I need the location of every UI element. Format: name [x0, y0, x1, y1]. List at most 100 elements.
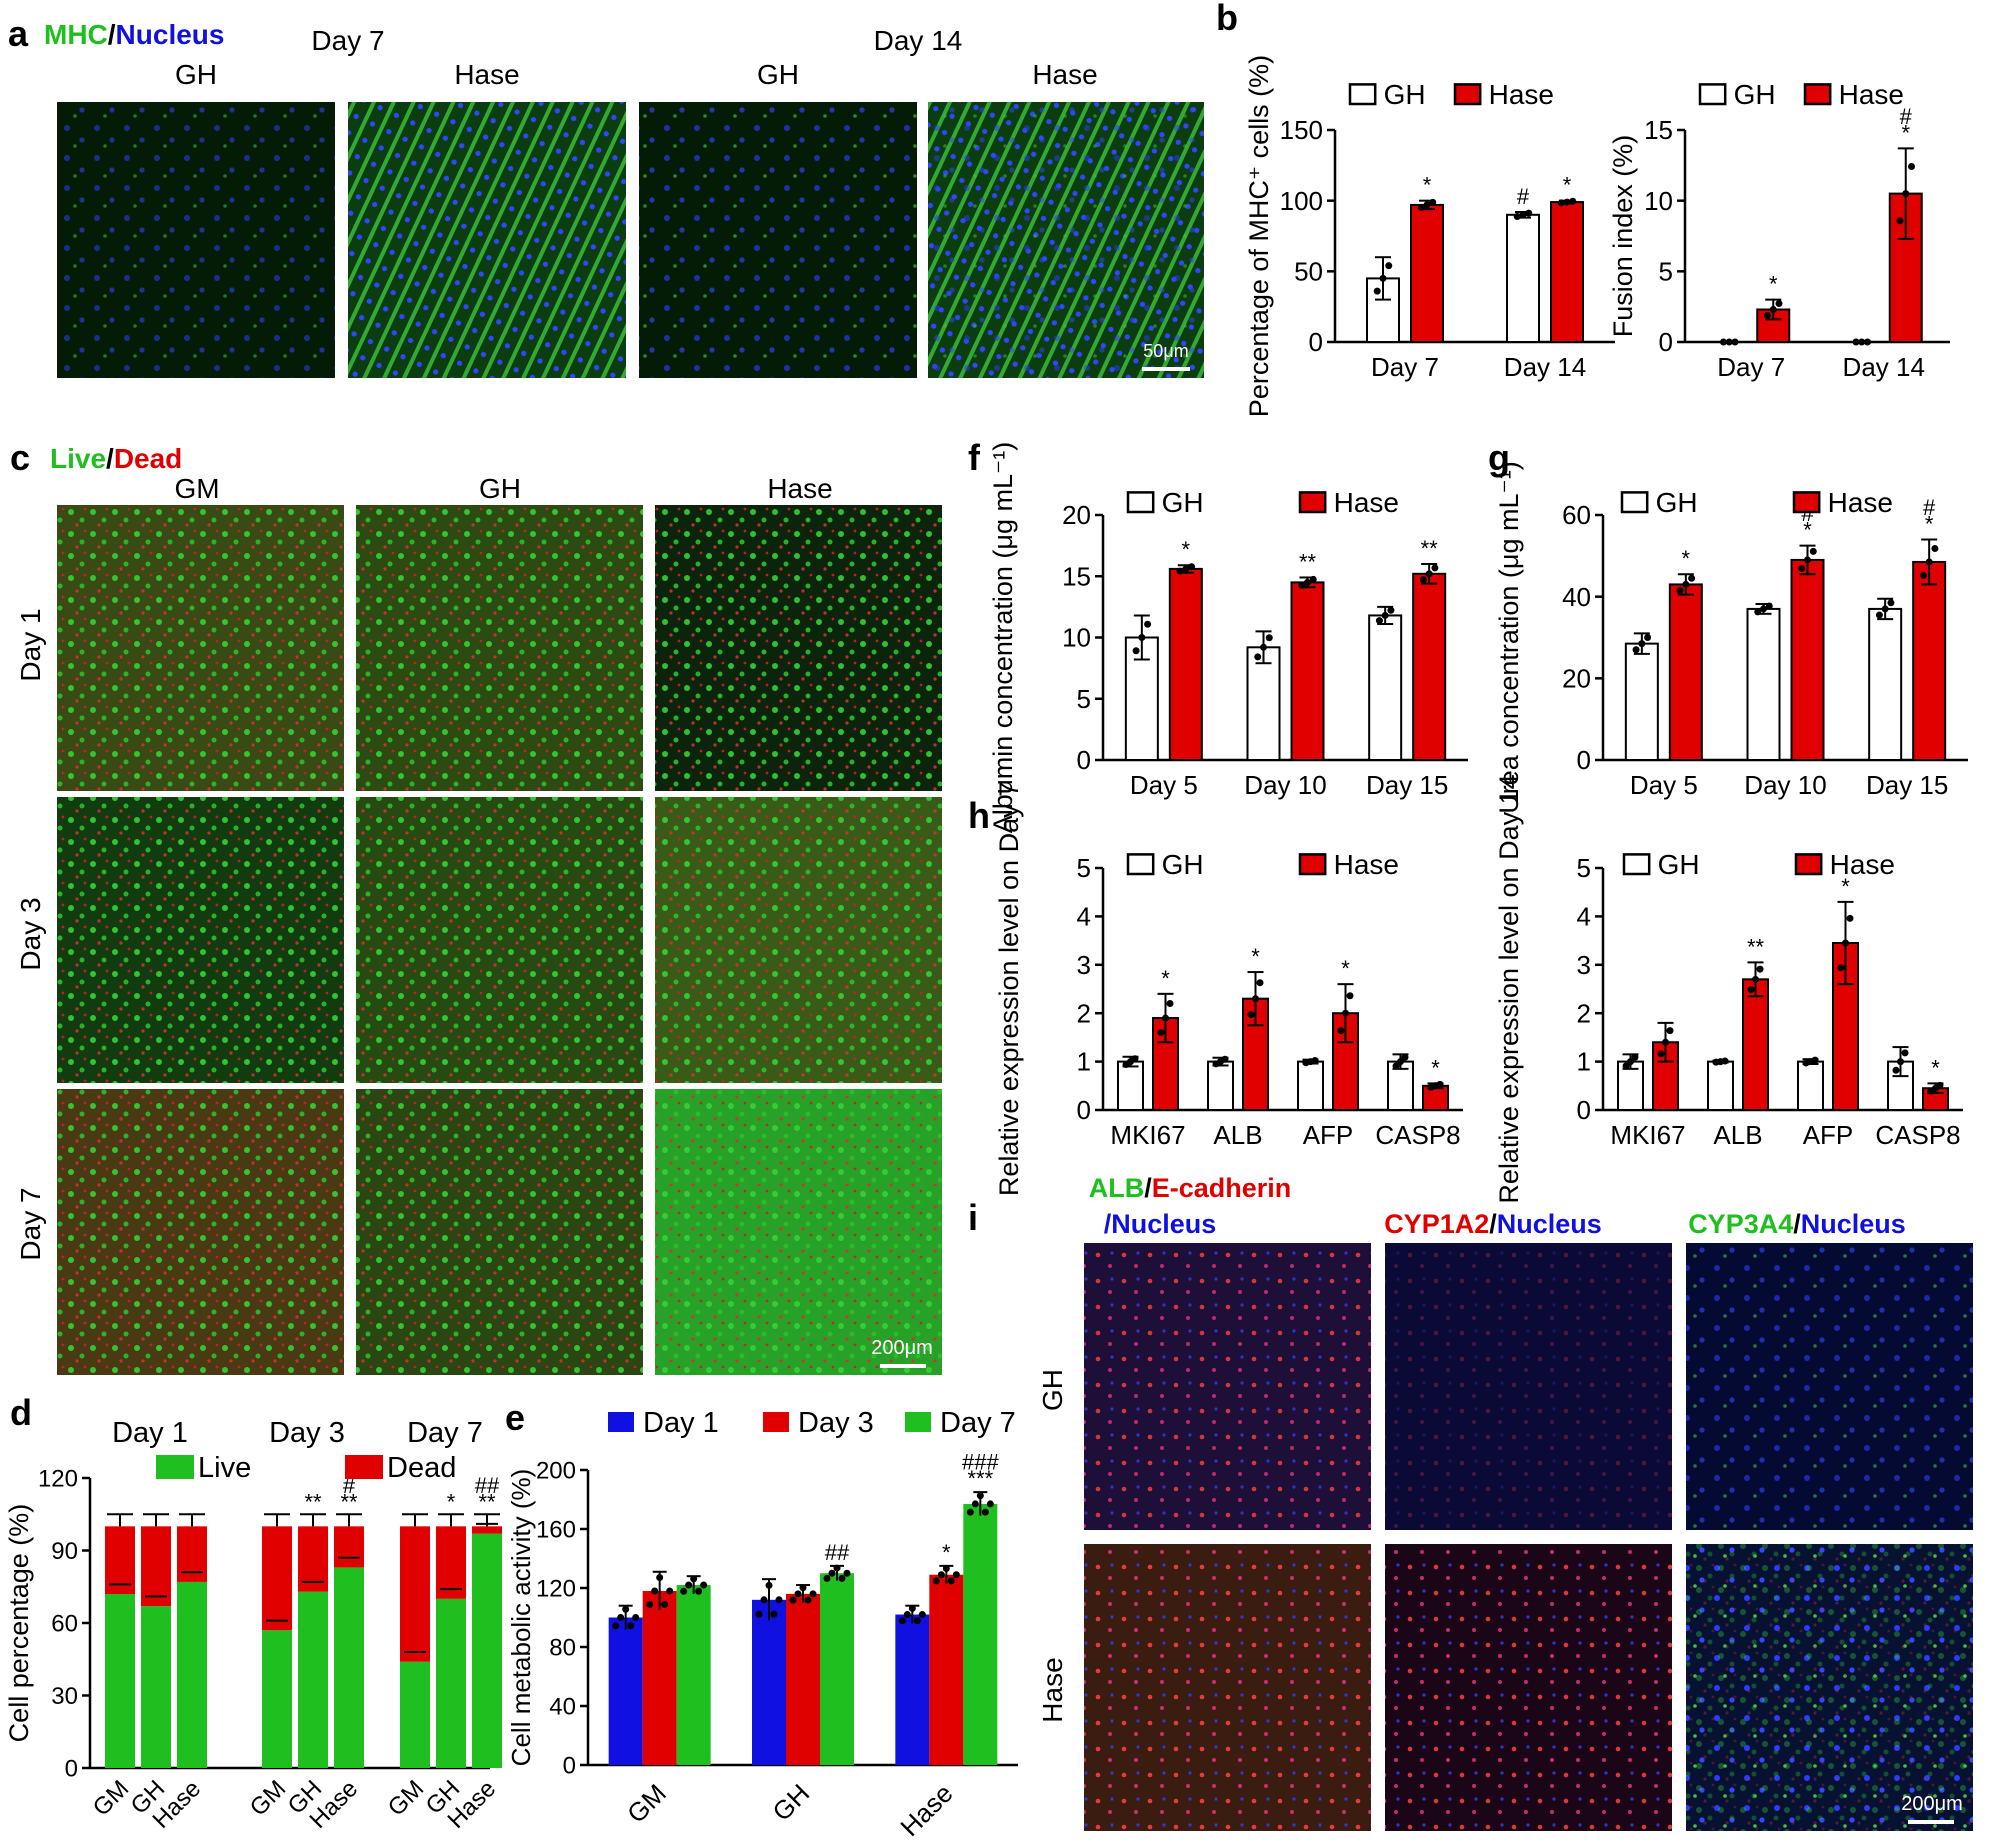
y-tick-label: 2	[1077, 998, 1091, 1028]
legend-swatch	[1126, 853, 1155, 876]
y-tick-label: 0	[1077, 1095, 1091, 1125]
bar-dead	[298, 1526, 328, 1592]
bar	[1297, 1060, 1324, 1111]
data-point	[1632, 646, 1640, 654]
data-point	[1436, 1080, 1444, 1088]
bar	[1550, 201, 1584, 343]
title-dead: Dead	[114, 443, 182, 474]
y-tick-label: 40	[549, 1693, 576, 1720]
bar	[1168, 567, 1203, 762]
data-point	[1760, 605, 1767, 613]
x-tick-label: Day 7	[1371, 352, 1439, 382]
x-tick-label: ALB	[1713, 1120, 1762, 1150]
bar-dead	[105, 1526, 135, 1594]
bar	[1290, 581, 1325, 761]
mhc-image-gh-day7	[57, 102, 335, 378]
data-point	[1811, 1056, 1819, 1064]
y-tick-label: 3	[1077, 950, 1091, 980]
group-label: Day 3	[269, 1417, 345, 1449]
panel-letter: h	[968, 795, 990, 836]
data-point	[1682, 580, 1690, 588]
image-alb-hase	[1084, 1544, 1371, 1831]
bar-live	[262, 1630, 292, 1768]
y-tick-label: 160	[536, 1516, 576, 1543]
data-point	[1875, 611, 1883, 619]
bar	[642, 1590, 677, 1765]
data-point	[1176, 567, 1184, 575]
legend-swatch	[905, 1412, 931, 1432]
y-axis-label: Albumin concentration (μg mL⁻¹)	[988, 442, 1018, 833]
x-tick-label: Day 7	[1717, 352, 1785, 382]
x-tick-label: AFP	[1303, 1120, 1354, 1150]
bar	[1912, 560, 1947, 761]
livedead-image-cells	[57, 505, 344, 791]
data-point	[1304, 578, 1311, 586]
data-point	[1931, 544, 1939, 552]
bar-dead	[141, 1526, 171, 1607]
significance-mark: **	[478, 1489, 496, 1514]
bar-dead	[400, 1526, 430, 1662]
y-tick-label: 0	[65, 1755, 78, 1782]
data-point	[1662, 1038, 1669, 1046]
legend-label: GH	[1656, 487, 1698, 518]
data-point	[833, 1564, 841, 1572]
legend-swatch	[156, 1455, 194, 1479]
data-point	[1864, 338, 1872, 346]
legend-label: GH	[1384, 79, 1426, 110]
y-tick-label: 20	[1562, 663, 1591, 693]
bar-dead	[262, 1526, 292, 1631]
y-tick-label: 0	[1309, 327, 1323, 357]
data-point	[1638, 640, 1646, 648]
y-tick-label: 4	[1577, 902, 1591, 932]
image-cyp1a2-gh	[1385, 1243, 1672, 1530]
scale-bar	[1142, 367, 1190, 371]
data-point	[1721, 1057, 1729, 1065]
title-sep: /	[108, 19, 116, 50]
data-point	[685, 1581, 693, 1589]
bar-live	[141, 1606, 171, 1768]
livedead-image-cells	[356, 1089, 643, 1375]
y-tick-label: 80	[549, 1634, 576, 1661]
data-point	[1221, 1055, 1229, 1063]
data-point	[1385, 262, 1393, 270]
data-point	[656, 1574, 664, 1582]
col-label-hase-2: Hase	[1032, 59, 1097, 90]
data-point	[1342, 1009, 1349, 1017]
data-point	[828, 1569, 836, 1577]
x-tick-label: Day 10	[1744, 770, 1826, 800]
significance-mark: #	[1923, 495, 1936, 520]
y-tick-label: 150	[1280, 115, 1323, 145]
legend-swatch	[608, 1412, 634, 1432]
data-point	[1397, 1058, 1404, 1066]
svg-text:MHC/Nucleus: MHC/Nucleus	[44, 19, 224, 50]
significance-mark: *	[1901, 120, 1910, 145]
bar	[1668, 583, 1703, 762]
data-point	[1756, 965, 1764, 973]
data-point	[952, 1571, 960, 1579]
bar	[1506, 213, 1540, 343]
data-point	[1252, 995, 1259, 1003]
data-point	[1754, 608, 1762, 616]
y-tick-label: 15	[1062, 561, 1091, 591]
svg-text:ALB/E-cadherin: ALB/E-cadherin	[1089, 1173, 1292, 1203]
data-point	[1417, 203, 1425, 211]
data-point	[1265, 634, 1273, 642]
data-point	[1809, 547, 1817, 555]
row-label-day1: Day 1	[15, 608, 46, 681]
data-point	[789, 1596, 797, 1604]
row-label-gh: GH	[1037, 1369, 1068, 1411]
x-tick-label: Day 14	[1843, 352, 1925, 382]
significance-mark: *	[447, 1489, 456, 1514]
x-tick-label: MKI67	[1110, 1120, 1185, 1150]
y-tick-label: 5	[1077, 684, 1091, 714]
data-point	[1852, 338, 1860, 346]
legend-label: GH	[1162, 487, 1204, 518]
scale-bar	[880, 1364, 926, 1368]
svg-text:CYP3A4/Nucleus: CYP3A4/Nucleus	[1688, 1209, 1906, 1239]
y-tick-label: 5	[1659, 256, 1673, 286]
col-label-hase-1: Hase	[454, 59, 519, 90]
bar	[676, 1585, 711, 1765]
data-point	[1392, 1062, 1400, 1070]
